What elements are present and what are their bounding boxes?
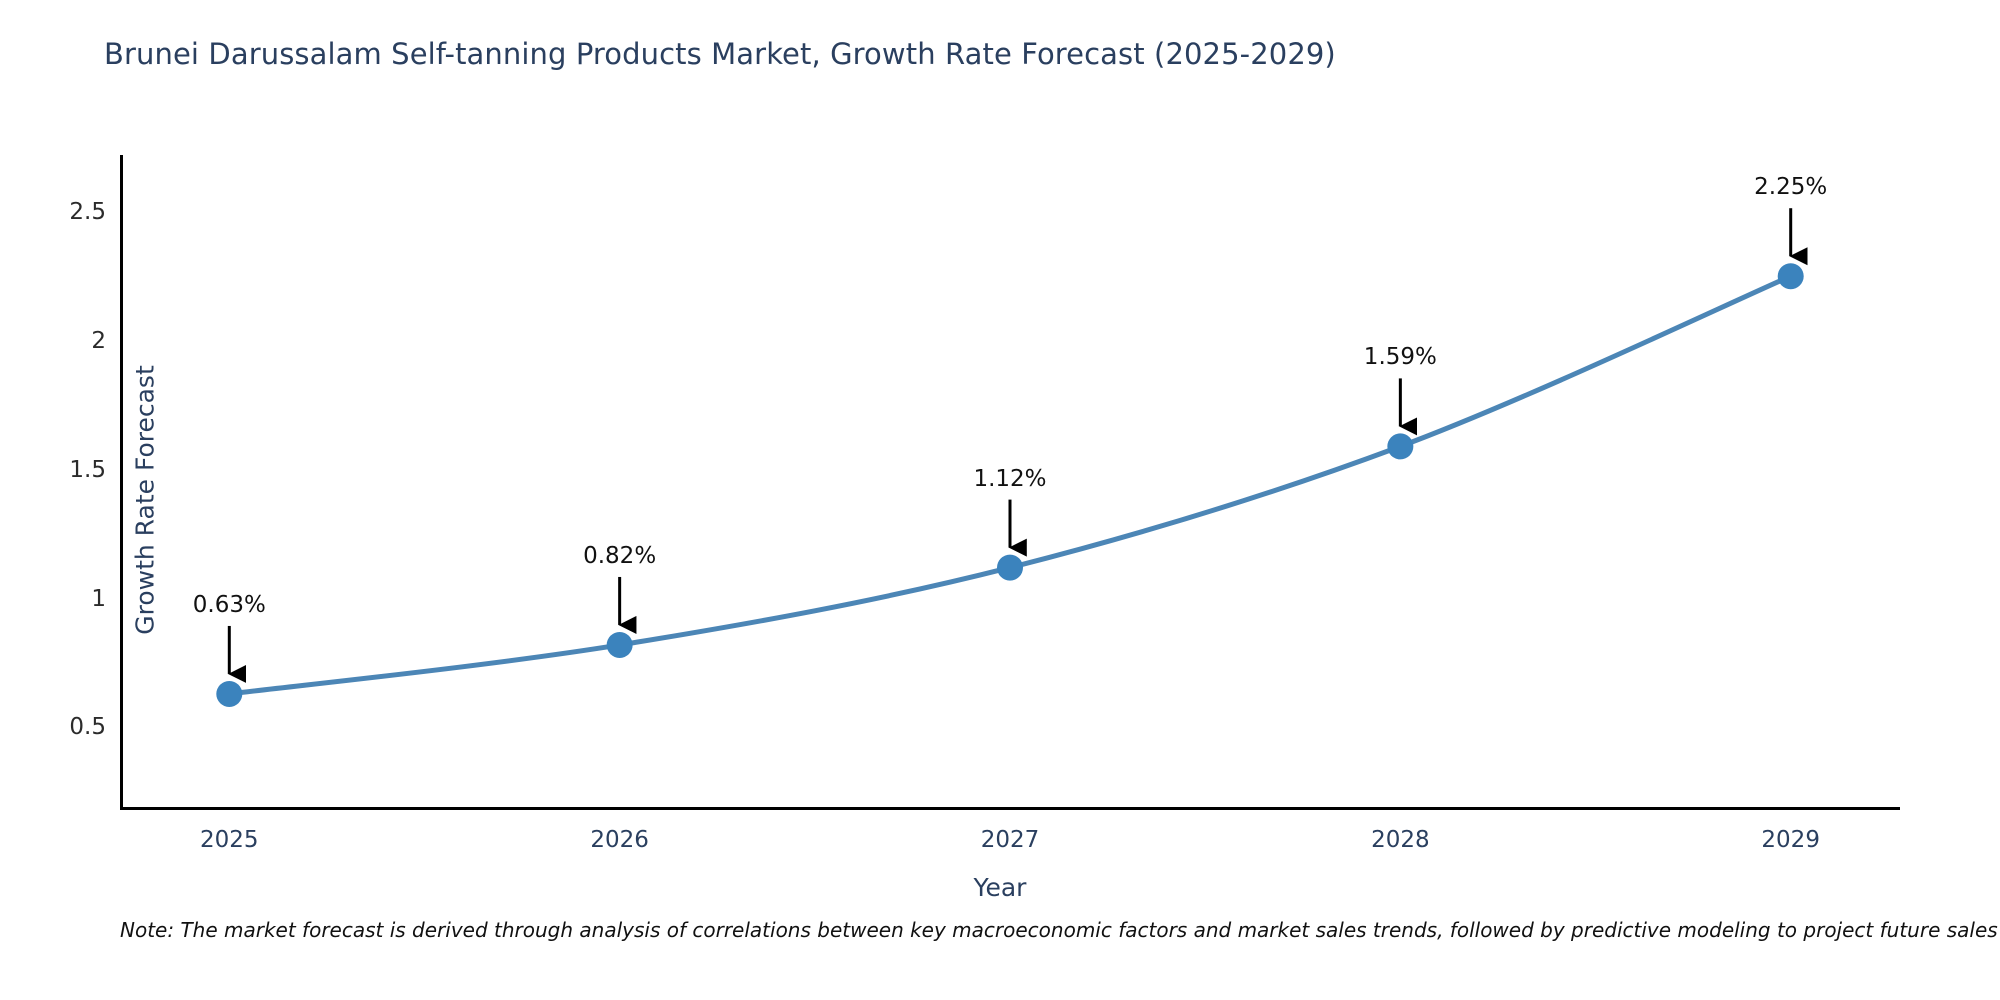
y-tick-label: 2.5 [69, 198, 106, 225]
y-tick-label: 1.5 [69, 456, 106, 483]
x-tick-label: 2027 [980, 827, 1040, 853]
data-point-label: 0.82% [583, 542, 657, 569]
x-tick-label: 2029 [1761, 827, 1820, 853]
page-title: Brunei Darussalam Self-tanning Products … [104, 37, 1336, 71]
data-point-label: 1.12% [973, 465, 1047, 492]
x-tick-label: 2028 [1371, 827, 1430, 853]
data-point-label: 2.25% [1754, 174, 1828, 201]
data-point-label: 1.59% [1363, 344, 1437, 371]
footnote: Note: The market forecast is derived thr… [120, 918, 1998, 942]
y-axis-line [120, 155, 123, 810]
x-axis-title: Year [973, 873, 1027, 902]
x-tick-label: 2025 [200, 827, 259, 853]
plot-area: 0.5 1 1.5 2 2.5 2025 2026 2027 2028 2029 0.63% 0.… [69, 155, 1900, 853]
data-point-marker[interactable] [1387, 433, 1414, 460]
y-tick-label: 1 [91, 585, 106, 612]
x-axis-line [120, 807, 1900, 810]
y-tick-label: 2 [91, 327, 106, 354]
data-point-marker[interactable] [606, 631, 633, 658]
data-point-marker[interactable] [997, 554, 1023, 581]
line-series [216, 208, 1808, 707]
data-point-marker[interactable] [216, 680, 243, 707]
data-point-label: 0.63% [192, 591, 266, 618]
x-tick-label: 2026 [590, 827, 649, 853]
y-tick-label: 0.5 [69, 714, 106, 741]
data-point-marker[interactable] [1777, 263, 1804, 290]
